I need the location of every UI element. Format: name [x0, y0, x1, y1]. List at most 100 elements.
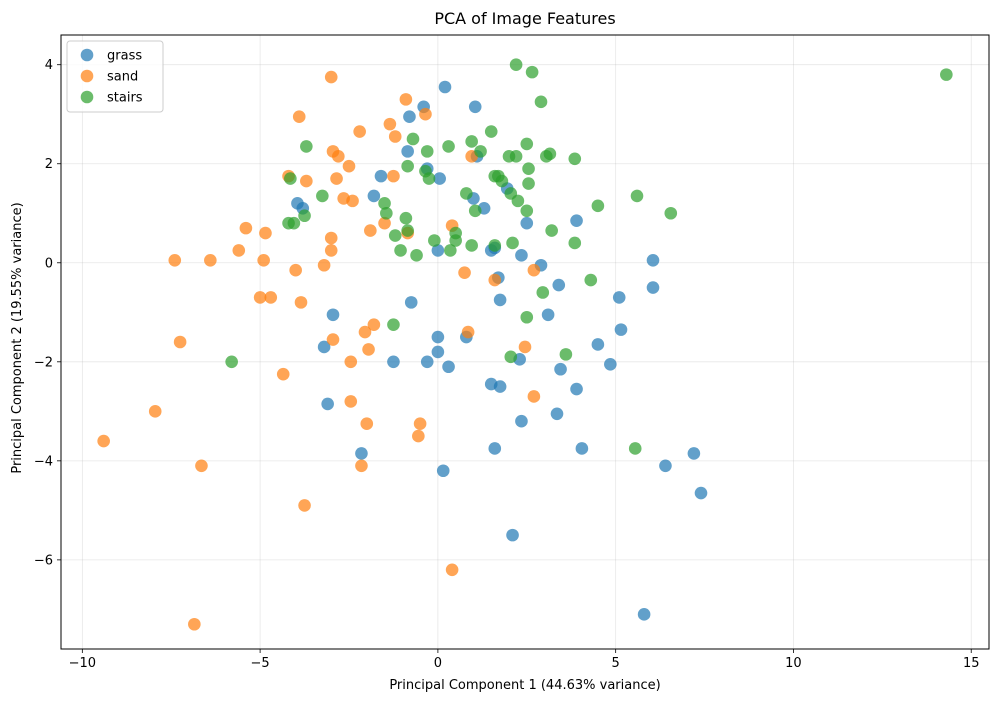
data-point-stairs	[449, 234, 462, 247]
data-point-stairs	[630, 189, 644, 203]
data-point-sand	[344, 355, 358, 369]
data-point-stairs	[545, 224, 558, 237]
data-point-sand	[488, 273, 502, 287]
data-point-stairs	[428, 234, 441, 247]
legend-label-grass: grass	[107, 49, 142, 64]
y-tick-label: 2	[45, 157, 53, 172]
data-point-stairs	[401, 224, 414, 237]
data-point-sand	[367, 318, 381, 331]
data-point-grass	[493, 293, 507, 307]
data-point-sand	[360, 417, 374, 431]
data-point-stairs	[504, 350, 518, 364]
data-point-sand	[326, 333, 340, 346]
data-point-grass	[321, 397, 334, 411]
data-point-stairs	[225, 355, 238, 369]
data-point-grass	[659, 459, 672, 473]
data-point-grass	[570, 382, 583, 396]
data-point-stairs	[591, 199, 605, 213]
data-point-sand	[518, 340, 532, 354]
data-point-sand	[364, 224, 377, 237]
data-point-sand	[378, 216, 391, 230]
legend-marker-grass	[80, 48, 94, 62]
data-point-grass	[575, 442, 589, 455]
data-point-grass	[468, 100, 482, 114]
x-tick-label: −10	[69, 656, 96, 671]
data-point-sand	[388, 130, 402, 143]
data-point-grass	[493, 380, 507, 393]
y-tick-label: 0	[45, 256, 53, 271]
data-point-stairs	[378, 197, 391, 210]
x-tick-label: 10	[785, 656, 802, 671]
data-point-stairs	[559, 348, 573, 361]
data-point-stairs	[628, 442, 642, 455]
data-point-stairs	[520, 204, 534, 218]
data-point-stairs	[509, 58, 523, 72]
data-point-sand	[355, 459, 368, 473]
data-point-grass	[436, 464, 450, 478]
data-point-sand	[264, 291, 278, 304]
data-point-grass	[570, 214, 583, 227]
data-point-stairs	[525, 65, 539, 79]
x-tick-label: 0	[434, 656, 442, 671]
data-point-stairs	[442, 140, 455, 153]
data-point-sand	[330, 172, 343, 185]
data-point-sand	[317, 258, 331, 272]
data-point-sand	[344, 395, 358, 408]
data-point-stairs	[300, 140, 313, 153]
data-point-stairs	[509, 150, 523, 163]
data-point-grass	[431, 345, 445, 359]
data-point-sand	[413, 417, 427, 431]
data-point-sand	[300, 174, 313, 188]
data-point-stairs	[399, 211, 413, 225]
data-point-stairs	[540, 150, 553, 163]
data-point-grass	[401, 145, 414, 158]
data-point-stairs	[468, 204, 482, 218]
data-point-sand	[412, 429, 425, 443]
data-point-stairs	[387, 318, 400, 331]
data-point-grass	[520, 216, 534, 230]
data-point-sand	[332, 150, 345, 163]
data-point-grass	[506, 528, 519, 542]
data-point-sand	[259, 226, 272, 240]
data-point-sand	[445, 563, 459, 577]
data-point-sand	[204, 253, 217, 267]
data-point-sand	[387, 169, 400, 183]
data-point-sand	[458, 266, 471, 279]
data-point-stairs	[568, 236, 582, 250]
data-point-stairs	[465, 239, 478, 252]
points-layer	[97, 58, 953, 631]
data-point-stairs	[506, 236, 519, 250]
plot-area-frame	[60, 34, 990, 650]
data-point-sand	[324, 244, 338, 257]
data-point-sand	[353, 125, 366, 138]
data-point-sand	[358, 325, 372, 339]
data-point-sand	[399, 93, 413, 106]
y-tick-label: −4	[34, 454, 53, 469]
x-tick-label: 5	[612, 656, 620, 671]
data-point-sand	[97, 434, 110, 448]
data-point-stairs	[664, 206, 678, 220]
data-point-grass	[326, 308, 340, 322]
data-point-sand	[362, 343, 375, 356]
data-point-stairs	[410, 249, 423, 262]
data-point-grass	[438, 80, 452, 94]
legend: grass sand stairs	[66, 40, 164, 113]
data-point-stairs	[511, 194, 525, 208]
data-point-sand	[346, 194, 359, 208]
data-point-sand	[257, 253, 270, 267]
data-point-stairs	[422, 172, 436, 185]
legend-label-stairs: stairs	[107, 91, 143, 106]
data-point-stairs	[474, 145, 487, 158]
data-point-sand	[276, 367, 290, 381]
data-point-sand	[342, 159, 356, 173]
data-point-grass	[420, 355, 434, 369]
data-point-sand	[173, 335, 187, 349]
data-point-stairs	[534, 95, 548, 109]
data-point-sand	[461, 325, 475, 339]
data-point-grass	[387, 355, 400, 369]
data-point-stairs	[495, 174, 509, 188]
y-axis-label: Principal Component 2 (19.55% variance)	[10, 202, 25, 473]
data-point-stairs	[287, 216, 301, 230]
data-point-stairs	[520, 310, 534, 324]
